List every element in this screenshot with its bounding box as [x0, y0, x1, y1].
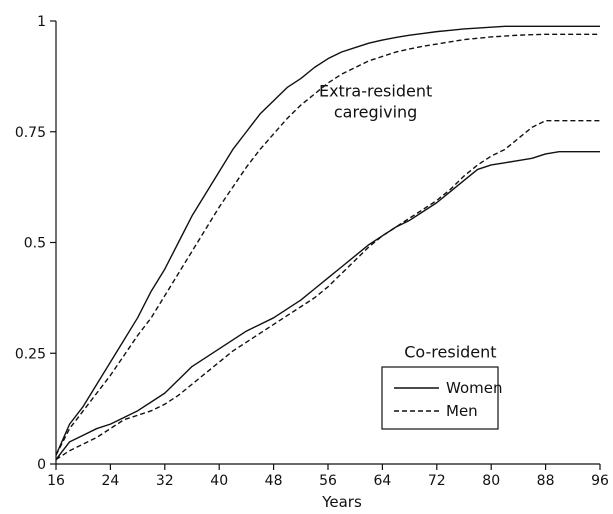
- y-tick-label: 1: [37, 14, 46, 30]
- series-layer: [55, 25, 600, 461]
- legend-layer: Women Men: [381, 366, 502, 430]
- annotation-label: Extra-resident caregiving: [319, 81, 432, 121]
- annotation-line: caregiving: [334, 102, 417, 121]
- legend-box: [381, 366, 499, 430]
- series-line-extra-resident-men: [55, 33, 600, 456]
- y-tick-label: 0.5: [24, 236, 46, 252]
- x-tick-label: 88: [537, 473, 555, 489]
- axes-layer: 0 0.25 0.5 0.75 1 16 24 32 40 48 56 64 72 80 88 96 Years: [15, 14, 609, 511]
- x-tick-label: 64: [373, 473, 391, 489]
- x-tick-label: 80: [482, 473, 500, 489]
- series-line-co-resident-women: [55, 150, 600, 460]
- x-tick-label: 72: [428, 473, 446, 489]
- x-axis-title: Years: [321, 493, 362, 511]
- x-tick-label: 24: [101, 473, 119, 489]
- series-line-co-resident-men: [55, 119, 600, 461]
- x-tick-label: 32: [156, 473, 174, 489]
- y-tick-label: 0.25: [15, 346, 46, 362]
- x-tick-label: 48: [265, 473, 283, 489]
- y-tick-label: 0.75: [15, 125, 46, 141]
- annotation-line: Extra-resident: [319, 81, 432, 100]
- annotation-line: Co-resident: [404, 343, 496, 362]
- x-tick-label: 96: [591, 473, 609, 489]
- legend-label-men: Men: [446, 402, 478, 420]
- annotation-layer: Extra-resident caregiving Co-resident careg…: [319, 81, 497, 382]
- x-tick-label: 16: [47, 473, 65, 489]
- y-tick-label: 0: [37, 457, 46, 473]
- x-tick-label: 40: [210, 473, 228, 489]
- x-tick-label: 56: [319, 473, 337, 489]
- legend-label-women: Women: [446, 379, 502, 397]
- series-line-extra-resident-women: [55, 25, 600, 456]
